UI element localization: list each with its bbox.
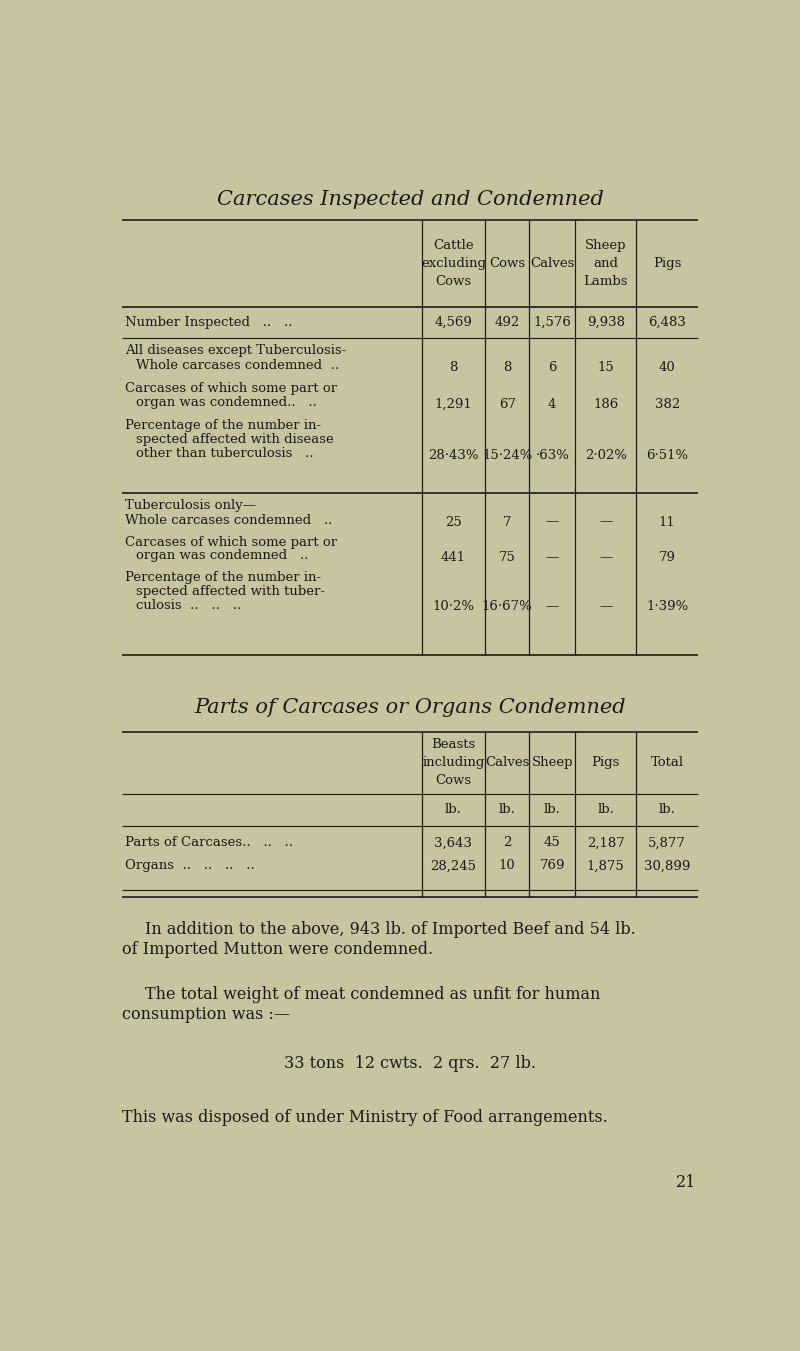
Text: —: — — [546, 551, 559, 563]
Text: 21: 21 — [676, 1174, 696, 1190]
Text: Cattle
excluding
Cows: Cattle excluding Cows — [421, 239, 486, 288]
Text: Pigs: Pigs — [591, 757, 620, 769]
Text: 67: 67 — [498, 397, 516, 411]
Text: lb.: lb. — [499, 804, 516, 816]
Text: 2·02%: 2·02% — [585, 449, 626, 462]
Text: Total: Total — [650, 757, 684, 769]
Text: Carcases of which some part or: Carcases of which some part or — [125, 535, 337, 549]
Text: lb.: lb. — [445, 804, 462, 816]
Text: Whole carcases condemned   ..: Whole carcases condemned .. — [125, 513, 332, 527]
Text: 769: 769 — [539, 859, 565, 873]
Text: 30,899: 30,899 — [644, 859, 690, 873]
Text: —: — — [599, 551, 612, 563]
Text: —: — — [546, 600, 559, 613]
Text: 1,875: 1,875 — [587, 859, 625, 873]
Text: 1,291: 1,291 — [434, 397, 472, 411]
Text: Whole carcases condemned  ..: Whole carcases condemned .. — [136, 359, 338, 373]
Text: 7: 7 — [503, 516, 511, 528]
Text: Sheep: Sheep — [531, 757, 573, 769]
Text: 75: 75 — [499, 551, 516, 563]
Text: 8: 8 — [450, 361, 458, 374]
Text: 40: 40 — [659, 361, 676, 374]
Text: All diseases except Tuberculosis-: All diseases except Tuberculosis- — [125, 345, 346, 357]
Text: 16·67%: 16·67% — [482, 600, 533, 613]
Text: Beasts
including
Cows: Beasts including Cows — [422, 738, 485, 788]
Text: 6,483: 6,483 — [648, 316, 686, 328]
Text: other than tuberculosis   ..: other than tuberculosis .. — [136, 447, 314, 461]
Text: —: — — [599, 516, 612, 528]
Text: 6·51%: 6·51% — [646, 449, 688, 462]
Text: In addition to the above, 943 lb. of Imported Beef and 54 lb.: In addition to the above, 943 lb. of Imp… — [145, 920, 636, 938]
Text: Percentage of the number in-: Percentage of the number in- — [125, 419, 321, 432]
Text: 1,576: 1,576 — [534, 316, 571, 328]
Text: 441: 441 — [441, 551, 466, 563]
Text: of Imported Mutton were condemned.: of Imported Mutton were condemned. — [122, 940, 433, 958]
Text: 10·2%: 10·2% — [433, 600, 474, 613]
Text: ·63%: ·63% — [535, 449, 569, 462]
Text: 3,643: 3,643 — [434, 836, 472, 850]
Text: Calves: Calves — [530, 257, 574, 270]
Text: 45: 45 — [544, 836, 561, 850]
Text: consumption was :—: consumption was :— — [122, 1006, 290, 1023]
Text: 28,245: 28,245 — [430, 859, 477, 873]
Text: organ was condemned   ..: organ was condemned .. — [136, 550, 308, 562]
Text: Tuberculosis only—: Tuberculosis only— — [125, 500, 256, 512]
Text: 11: 11 — [659, 516, 676, 528]
Text: Pigs: Pigs — [653, 257, 682, 270]
Text: 28·43%: 28·43% — [428, 449, 478, 462]
Text: lb.: lb. — [598, 804, 614, 816]
Text: culosis  ..   ..   ..: culosis .. .. .. — [136, 598, 241, 612]
Text: 2,187: 2,187 — [587, 836, 625, 850]
Text: lb.: lb. — [544, 804, 561, 816]
Text: 382: 382 — [654, 397, 680, 411]
Text: The total weight of meat condemned as unfit for human: The total weight of meat condemned as un… — [145, 986, 600, 1002]
Text: This was disposed of under Ministry of Food arrangements.: This was disposed of under Ministry of F… — [122, 1109, 607, 1127]
Text: 186: 186 — [593, 397, 618, 411]
Text: Percentage of the number in-: Percentage of the number in- — [125, 571, 321, 584]
Text: lb.: lb. — [659, 804, 676, 816]
Text: 15: 15 — [598, 361, 614, 374]
Text: spected affected with disease: spected affected with disease — [136, 434, 334, 446]
Text: 1·39%: 1·39% — [646, 600, 689, 613]
Text: spected affected with tuber-: spected affected with tuber- — [136, 585, 325, 598]
Text: 4: 4 — [548, 397, 557, 411]
Text: Parts of Carcases..   ..   ..: Parts of Carcases.. .. .. — [125, 836, 293, 850]
Text: Cows: Cows — [490, 257, 526, 270]
Text: Organs  ..   ..   ..   ..: Organs .. .. .. .. — [125, 859, 254, 873]
Text: Parts of Carcases or Organs Condemned: Parts of Carcases or Organs Condemned — [194, 697, 626, 717]
Text: 4,569: 4,569 — [434, 316, 472, 328]
Text: Calves: Calves — [485, 757, 530, 769]
Text: 33 tons  12 cwts.  2 qrs.  27 lb.: 33 tons 12 cwts. 2 qrs. 27 lb. — [284, 1055, 536, 1073]
Text: 5,877: 5,877 — [648, 836, 686, 850]
Text: 10: 10 — [499, 859, 516, 873]
Text: 2: 2 — [503, 836, 511, 850]
Text: —: — — [599, 600, 612, 613]
Text: 6: 6 — [548, 361, 557, 374]
Text: Number Inspected   ..   ..: Number Inspected .. .. — [125, 316, 292, 328]
Text: Sheep
and
Lambs: Sheep and Lambs — [583, 239, 628, 288]
Text: 15·24%: 15·24% — [482, 449, 533, 462]
Text: —: — — [546, 516, 559, 528]
Text: organ was condemned..   ..: organ was condemned.. .. — [136, 396, 317, 409]
Text: 8: 8 — [503, 361, 511, 374]
Text: 9,938: 9,938 — [586, 316, 625, 328]
Text: Carcases of which some part or: Carcases of which some part or — [125, 382, 337, 396]
Text: 25: 25 — [445, 516, 462, 528]
Text: 492: 492 — [494, 316, 520, 328]
Text: 79: 79 — [659, 551, 676, 563]
Text: Carcases Inspected and Condemned: Carcases Inspected and Condemned — [217, 189, 603, 208]
